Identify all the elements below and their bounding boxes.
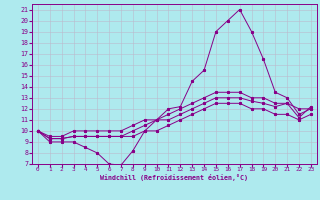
- X-axis label: Windchill (Refroidissement éolien,°C): Windchill (Refroidissement éolien,°C): [100, 174, 248, 181]
